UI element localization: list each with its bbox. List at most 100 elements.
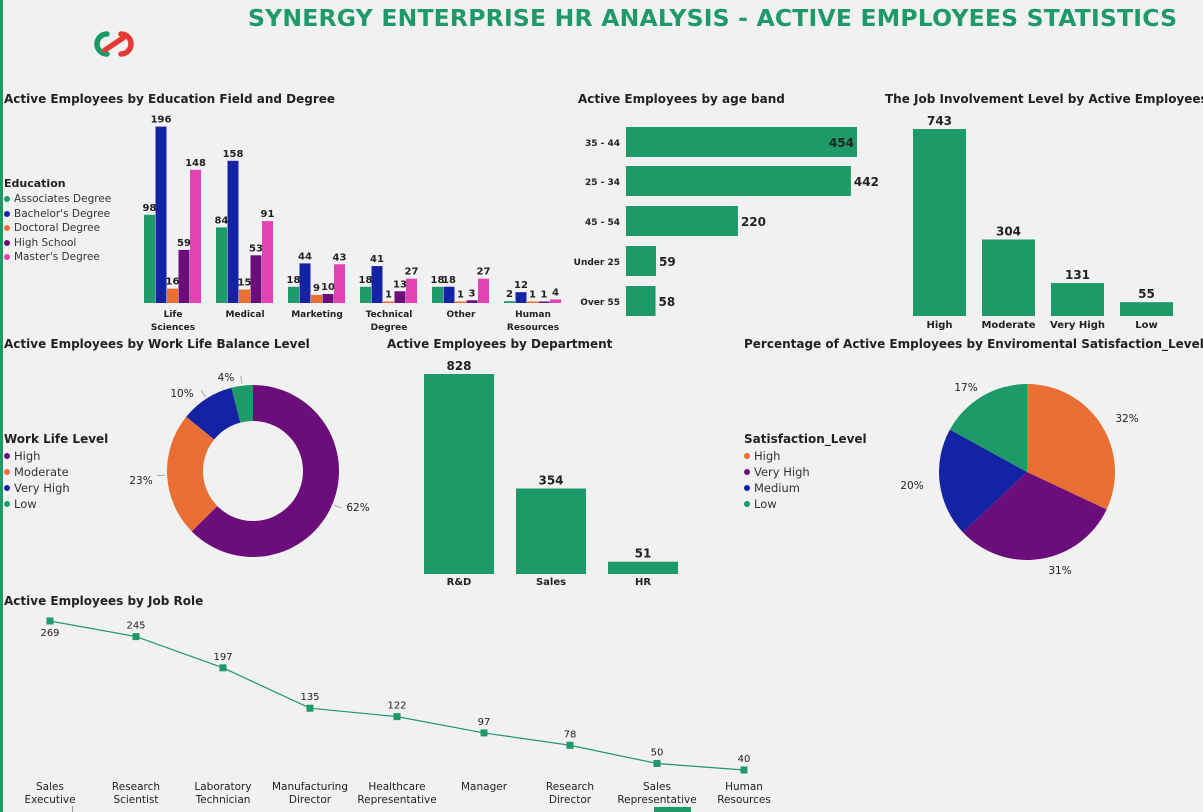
age-category-label: Under 25 — [574, 258, 620, 268]
education-bar — [216, 227, 227, 303]
education-bar — [360, 286, 371, 303]
education-bar — [288, 286, 299, 303]
department-data-label: 828 — [446, 359, 471, 373]
education-bar — [443, 286, 455, 303]
education-chart-title: Active Employees by Education Field and … — [4, 92, 336, 106]
jobrole-category-label: Scientist — [113, 794, 158, 806]
jobrole-category-label: Research — [112, 781, 160, 793]
education-bar — [432, 286, 443, 303]
age-bar — [626, 246, 657, 276]
age-bar — [626, 206, 738, 236]
legend-label: Very High — [754, 465, 810, 479]
age-category-label: Over 55 — [580, 298, 620, 308]
legend-label: Very High — [14, 481, 70, 495]
department-category-label: Sales — [536, 577, 566, 588]
education-legend-item[interactable]: Doctoral Degree — [4, 221, 111, 236]
education-legend-item[interactable]: Associates Degree — [4, 192, 111, 207]
satisfaction-legend-item[interactable]: High — [744, 448, 867, 464]
jobrole-data-label: 245 — [126, 621, 145, 632]
satisfaction-legend-title: Satisfaction_Level — [744, 432, 867, 446]
worklife-donut-slice — [231, 385, 253, 423]
education-bar — [262, 221, 273, 303]
jobrole-point — [393, 713, 401, 721]
involvement-category-label: Moderate — [981, 320, 1035, 331]
satisfaction-slice-label: 17% — [954, 382, 977, 394]
jobrole-category-label: Sales — [643, 781, 671, 793]
legend-marker — [4, 239, 10, 246]
satisfaction-pie-slice — [938, 429, 1027, 533]
worklife-legend-item[interactable]: Very High — [4, 480, 108, 496]
education-data-label: 98 — [143, 203, 157, 214]
worklife-legend-item[interactable]: Low — [4, 496, 108, 512]
department-category-label: HR — [635, 577, 651, 588]
jobrole-category-label: Sales — [36, 781, 64, 793]
scrollbar-thumb[interactable] — [654, 807, 691, 812]
legend-label: Moderate — [14, 465, 69, 479]
education-data-label: 44 — [298, 251, 312, 262]
education-legend-item[interactable]: Master's Degree — [4, 250, 111, 265]
department-data-label: 51 — [635, 547, 652, 561]
satisfaction-slice-label: 20% — [900, 480, 923, 492]
education-data-label: 43 — [333, 252, 347, 263]
jobrole-category-label: Director — [289, 794, 332, 806]
age-category-label: 25 - 34 — [585, 178, 620, 188]
education-bar — [190, 169, 201, 303]
education-category-label: Life — [164, 310, 183, 320]
involvement-category-label: Very High — [1050, 320, 1105, 331]
education-bar — [167, 288, 178, 303]
education-bar — [466, 300, 478, 303]
jobrole-chart-title: Active Employees by Job Role — [4, 594, 204, 608]
education-bar — [311, 294, 322, 303]
jobrole-data-label: 269 — [40, 628, 59, 639]
education-data-label: 84 — [215, 215, 229, 226]
education-legend-item[interactable]: Bachelor's Degree — [4, 207, 111, 222]
worklife-slice-label: 10% — [170, 388, 193, 400]
legend-marker — [4, 501, 10, 507]
involvement-chart-title: The Job Involvement Level by Active Empl… — [885, 92, 1203, 106]
education-bar — [504, 301, 515, 303]
education-data-label: 3 — [469, 288, 476, 299]
education-bar — [322, 294, 334, 303]
legend-marker — [4, 210, 10, 217]
jobrole-category-label: Resources — [717, 794, 771, 806]
age-data-label: 454 — [829, 136, 854, 150]
legend-label: High — [754, 449, 781, 463]
age-data-label: 442 — [854, 175, 879, 189]
axis-tick — [72, 806, 73, 812]
legend-label: Doctoral Degree — [14, 222, 101, 235]
education-bar — [178, 249, 190, 303]
worklife-legend: Work Life Level High Moderate Very High Low — [4, 432, 108, 512]
legend-marker — [4, 196, 10, 203]
involvement-data-label: 131 — [1065, 268, 1090, 282]
department-chart-title: Active Employees by Department — [387, 337, 613, 351]
education-data-label: 1 — [529, 290, 536, 301]
satisfaction-legend-item[interactable]: Low — [744, 496, 867, 512]
satisfaction-legend-item[interactable]: Very High — [744, 464, 867, 480]
jobrole-data-label: 78 — [564, 729, 577, 740]
education-legend-item[interactable]: High School — [4, 236, 111, 251]
education-bar — [334, 264, 345, 303]
worklife-legend-item[interactable]: High — [4, 448, 108, 464]
education-data-label: 13 — [393, 279, 407, 290]
legend-label: Low — [14, 497, 37, 511]
age-bar — [626, 127, 857, 157]
jobrole-data-label: 122 — [387, 701, 406, 712]
satisfaction-legend-item[interactable]: Medium — [744, 480, 867, 496]
age-data-label: 220 — [741, 215, 766, 229]
department-bar — [608, 561, 678, 574]
satisfaction-legend: Satisfaction_Level High Very High Medium Lo… — [744, 432, 867, 512]
legend-marker — [744, 501, 750, 507]
jobrole-category-label: Manufacturing — [272, 781, 348, 793]
education-data-label: 27 — [405, 267, 419, 278]
involvement-bar — [1120, 302, 1173, 316]
education-category-label: Sciences — [151, 323, 195, 333]
infinity-link-icon — [94, 31, 134, 57]
education-category-label: Other — [447, 310, 476, 320]
education-data-label: 9 — [313, 283, 320, 294]
worklife-legend-item[interactable]: Moderate — [4, 464, 108, 480]
involvement-data-label: 55 — [1138, 287, 1155, 301]
education-category-label: Degree — [371, 323, 408, 333]
legend-marker — [744, 453, 750, 459]
education-data-label: 10 — [321, 282, 335, 293]
